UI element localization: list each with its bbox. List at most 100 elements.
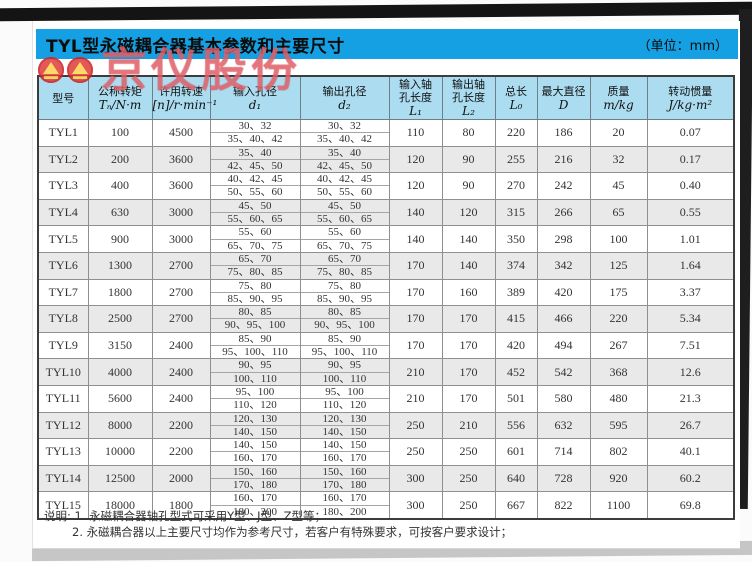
cell-l0: 270 bbox=[494, 172, 538, 200]
cell-inertia: 3.37 bbox=[646, 278, 735, 307]
table-row: TYL7 1800 2700 75、80 85、90、95 75、80 85、90、95 17… bbox=[37, 278, 735, 307]
cell-torque: 10000 bbox=[87, 438, 153, 466]
scan-edge-top bbox=[0, 1, 752, 22]
document-page: TYL型永磁耦合器基本参数和主要尺寸 （单位：mm） 京仪股份 型号 公称转矩 Tₙ… bbox=[32, 21, 740, 549]
cell-mass: 175 bbox=[589, 278, 648, 307]
cell-mass: 125 bbox=[589, 251, 648, 280]
cell-speed: 2400 bbox=[151, 358, 211, 386]
cell-d1: 95、100 110、120 bbox=[209, 384, 301, 413]
cell-model: TYL8 bbox=[37, 305, 89, 333]
cell-d1: 45、50 55、60、65 bbox=[209, 198, 301, 227]
cell-d2: 160、170 180、200 bbox=[299, 491, 390, 520]
cell-diameter: 342 bbox=[536, 251, 591, 280]
cell-inertia: 26.7 bbox=[646, 411, 735, 440]
cell-diameter: 466 bbox=[536, 305, 591, 333]
note-line-1: 说明: 1. 永磁耦合器轴孔型式可采用Y型、J型、Z型等； bbox=[44, 508, 512, 524]
cell-d1: 85、90 95、100、110 bbox=[209, 331, 301, 360]
table-row: TYL1 100 4500 30、32 35、40、42 30、32 35、40、42 110… bbox=[37, 119, 735, 147]
cell-inertia: 60.2 bbox=[646, 464, 735, 493]
cell-l1: 250 bbox=[388, 438, 443, 466]
cell-diameter: 542 bbox=[536, 358, 591, 386]
cell-diameter: 714 bbox=[536, 438, 591, 466]
col-header-diameter: 最大直径 D bbox=[536, 75, 591, 120]
cell-mass: 20 bbox=[589, 119, 648, 147]
cell-l2: 170 bbox=[441, 358, 496, 386]
cell-d2: 85、90 95、100、110 bbox=[299, 331, 390, 360]
cell-mass: 920 bbox=[589, 464, 648, 493]
cell-speed: 2000 bbox=[151, 464, 211, 493]
cell-l2: 140 bbox=[441, 225, 496, 253]
page-title-text: 型永磁耦合器基本参数和主要尺寸 bbox=[82, 36, 345, 57]
cell-speed: 2700 bbox=[151, 251, 211, 280]
cell-l0: 415 bbox=[494, 305, 538, 333]
cell-l0: 255 bbox=[494, 145, 538, 174]
table-row: TYL14 12500 2000 150、160 170、180 150、160 170、1… bbox=[37, 464, 735, 493]
cell-speed: 2200 bbox=[151, 438, 211, 466]
cell-torque: 400 bbox=[87, 172, 153, 200]
cell-diameter: 186 bbox=[536, 119, 591, 147]
cell-diameter: 216 bbox=[536, 145, 591, 174]
cell-l2: 170 bbox=[441, 384, 496, 413]
table-row: TYL4 630 3000 45、50 55、60、65 45、50 55、60、65 140… bbox=[37, 198, 735, 227]
cell-l2: 90 bbox=[441, 145, 496, 174]
cell-inertia: 21.3 bbox=[646, 384, 735, 413]
cell-l1: 300 bbox=[388, 491, 443, 520]
cell-l1: 210 bbox=[388, 358, 443, 386]
cell-model: TYL2 bbox=[37, 145, 89, 174]
cell-inertia: 1.64 bbox=[646, 251, 735, 280]
cell-diameter: 242 bbox=[536, 172, 591, 200]
cell-torque: 12500 bbox=[87, 464, 153, 493]
cell-speed: 3600 bbox=[151, 145, 211, 174]
col-header-speed: 许用转速 [n]/r·min⁻¹ bbox=[151, 75, 217, 120]
cell-inertia: 1.01 bbox=[646, 225, 735, 253]
cell-l0: 315 bbox=[494, 198, 538, 227]
cell-inertia: 5.34 bbox=[646, 305, 735, 333]
col-header-inertia: 转动惯量 J/kg·m² bbox=[646, 75, 735, 120]
cell-l0: 640 bbox=[494, 464, 538, 493]
header-row: 型号 公称转矩 Tₙ/N·m 许用转速 [n]/r·min⁻¹ 输入孔径 d₁ 输出孔径 d₂ 输… bbox=[37, 75, 735, 120]
cell-l2: 170 bbox=[441, 331, 496, 360]
cell-model: TYL13 bbox=[37, 438, 89, 466]
cell-torque: 1300 bbox=[87, 251, 153, 280]
cell-mass: 220 bbox=[589, 305, 648, 333]
cell-model: TYL12 bbox=[37, 411, 89, 440]
cell-diameter: 822 bbox=[536, 491, 591, 520]
cell-inertia: 0.55 bbox=[646, 198, 735, 227]
cell-d1: 150、160 170、180 bbox=[209, 464, 301, 493]
cell-l2: 80 bbox=[441, 119, 496, 147]
cell-diameter: 494 bbox=[536, 331, 591, 360]
cell-d1: 40、42、45 50、55、60 bbox=[209, 172, 301, 200]
cell-mass: 100 bbox=[589, 225, 648, 253]
notes-label: 说明: bbox=[44, 509, 71, 523]
cell-speed: 2400 bbox=[151, 331, 211, 360]
cell-mass: 267 bbox=[589, 331, 648, 360]
cell-l1: 170 bbox=[388, 331, 443, 360]
table-row: TYL10 4000 2400 90、95 100、110 90、95 100、110 210… bbox=[37, 358, 735, 386]
cell-inertia: 0.17 bbox=[646, 145, 735, 174]
cell-mass: 802 bbox=[589, 438, 648, 466]
cell-l0: 556 bbox=[494, 411, 538, 440]
cell-diameter: 420 bbox=[536, 278, 591, 307]
col-header-l2: 输出轴 孔长度 L₂ bbox=[441, 75, 496, 120]
cell-d1: 120、130 140、150 bbox=[209, 411, 301, 440]
cell-inertia: 0.07 bbox=[646, 119, 735, 147]
page-title: TYL型永磁耦合器基本参数和主要尺寸 bbox=[46, 32, 345, 57]
cell-torque: 8000 bbox=[87, 411, 153, 440]
cell-d2: 140、150 160、170 bbox=[299, 438, 390, 466]
cell-l1: 120 bbox=[388, 172, 443, 200]
cell-model: TYL15 bbox=[37, 491, 89, 520]
cell-mass: 368 bbox=[589, 358, 648, 386]
cell-l1: 110 bbox=[388, 119, 443, 147]
cell-d2: 150、160 170、180 bbox=[299, 464, 390, 493]
unit-label: （单位：mm） bbox=[637, 38, 728, 54]
cell-d2: 65、70 75、80、85 bbox=[299, 251, 390, 280]
cell-l1: 300 bbox=[388, 464, 443, 493]
cell-speed: 2200 bbox=[151, 411, 211, 440]
cell-d2: 55、60 65、70、75 bbox=[299, 225, 390, 253]
cell-d2: 40、42、45 50、55、60 bbox=[299, 172, 390, 200]
cell-model: TYL5 bbox=[37, 225, 89, 253]
cell-l1: 170 bbox=[388, 278, 443, 307]
cell-speed: 2700 bbox=[151, 278, 211, 307]
cell-speed: 3000 bbox=[151, 225, 211, 253]
cell-d2: 30、32 35、40、42 bbox=[299, 119, 390, 147]
